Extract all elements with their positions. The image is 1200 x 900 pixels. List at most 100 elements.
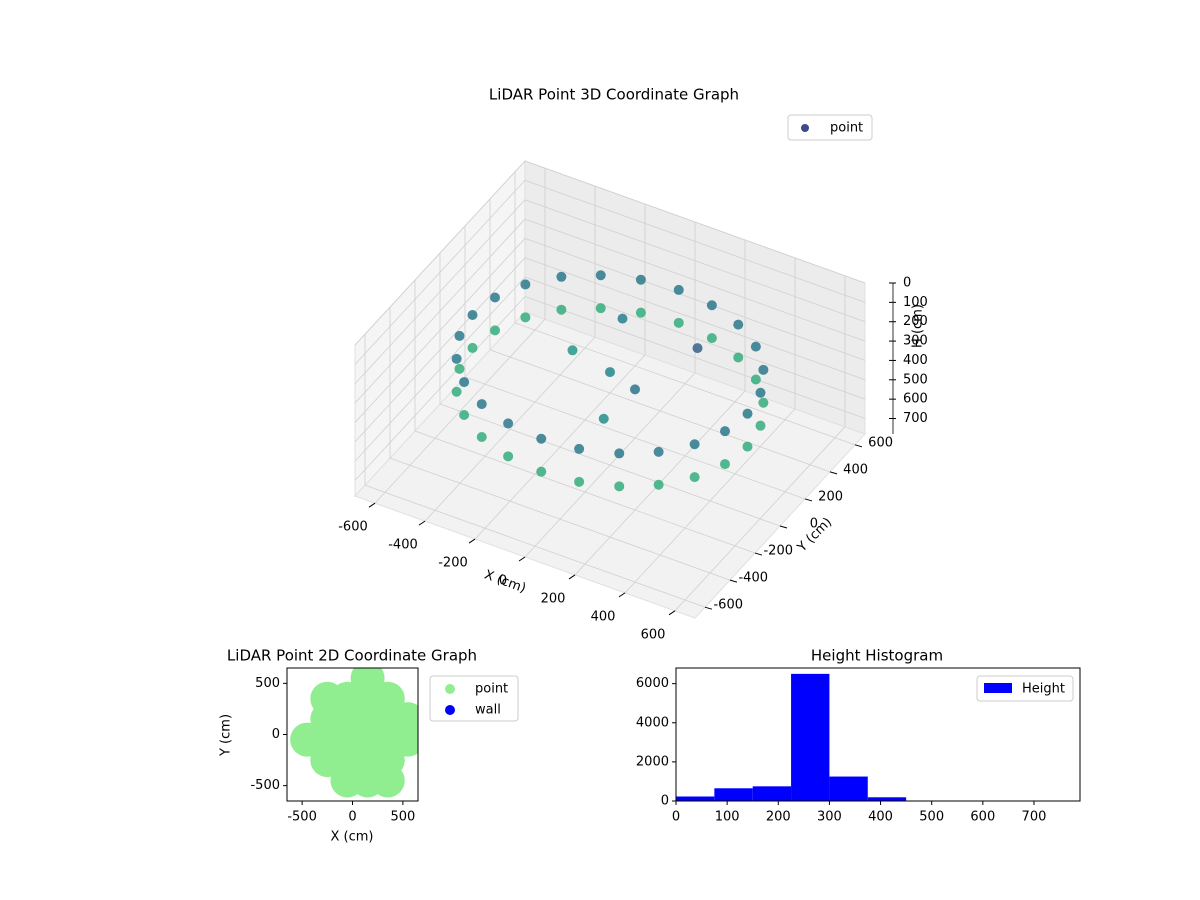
bar	[752, 786, 792, 801]
x-tick-label: 100	[715, 810, 740, 825]
grid-line	[524, 179, 866, 303]
point	[520, 279, 531, 290]
x-tick-label: 0	[499, 574, 507, 589]
point	[706, 333, 717, 344]
legend-box	[429, 675, 519, 722]
point	[742, 441, 753, 452]
y-tick	[729, 579, 738, 583]
point	[390, 702, 418, 737]
y-tick-label: -500	[250, 778, 280, 793]
bar	[829, 776, 868, 801]
point	[635, 307, 646, 318]
x-tick	[468, 538, 476, 544]
x-tick	[368, 502, 376, 508]
y-axis-label: Y (cm)	[219, 714, 234, 757]
grid-line	[414, 430, 756, 554]
point	[476, 399, 487, 410]
legend-box	[787, 114, 873, 141]
point	[503, 451, 514, 462]
chart-title: LiDAR Point 3D Coordinate Graph	[489, 86, 739, 104]
point	[574, 476, 585, 487]
x-tick	[668, 610, 676, 616]
grid-line	[439, 403, 781, 527]
y-tick-label: 0	[272, 727, 280, 742]
point	[630, 384, 640, 395]
x-axis-label: X (cm)	[331, 830, 374, 845]
point	[614, 448, 625, 459]
point	[476, 431, 487, 442]
point	[755, 420, 766, 431]
x-tick-label: -500	[287, 810, 317, 825]
x-tick-label: 200	[766, 810, 791, 825]
point	[733, 319, 744, 330]
legend-marker	[445, 705, 455, 715]
z-axis-label: H (cm)	[911, 304, 926, 348]
chart-title: Height Histogram	[811, 647, 943, 665]
x-tick-label: 600	[641, 627, 666, 642]
point	[467, 342, 478, 353]
point	[733, 352, 744, 363]
x-tick	[418, 520, 426, 526]
point	[490, 292, 500, 303]
y-tick-label: 0	[810, 517, 818, 532]
point	[536, 466, 547, 477]
z-tick-label: 600	[903, 392, 928, 407]
y-tick-label: 400	[843, 462, 868, 477]
legend-box	[976, 675, 1074, 702]
y-tick	[804, 498, 813, 502]
y-tick-label: -600	[713, 598, 743, 613]
point	[574, 443, 585, 454]
grid-line	[354, 160, 526, 346]
x-tick-label: 0	[672, 810, 680, 825]
point	[556, 304, 567, 315]
point	[556, 271, 567, 282]
point	[451, 386, 462, 397]
point	[755, 387, 766, 398]
axes-frame	[675, 667, 1081, 802]
point	[567, 345, 578, 356]
y-tick	[829, 471, 838, 475]
point	[595, 270, 606, 281]
grid-line	[514, 322, 856, 446]
grid-line	[524, 257, 866, 381]
x-tick-label: 300	[817, 810, 842, 825]
chart-title: LiDAR Point 2D Coordinate Graph	[227, 647, 477, 665]
grid-line	[524, 296, 866, 419]
bar	[867, 797, 907, 801]
point	[459, 409, 470, 420]
plot-area	[290, 668, 418, 798]
x-tick	[518, 556, 526, 562]
x-tick-label: 400	[591, 609, 616, 624]
x-tick-label: 600	[970, 810, 995, 825]
grid-line	[354, 199, 526, 384]
bar	[714, 788, 753, 801]
z-tick-label: 100	[903, 295, 928, 310]
grid-line	[524, 160, 866, 284]
y-tick	[704, 606, 713, 610]
y-tick-label: 4000	[636, 715, 669, 730]
x-tick-label: -200	[438, 556, 468, 571]
point	[758, 397, 769, 408]
point	[467, 309, 478, 320]
x-tick-label: 400	[868, 810, 893, 825]
point	[750, 374, 761, 385]
point	[454, 330, 465, 341]
point	[459, 377, 470, 388]
y-tick	[854, 444, 863, 448]
x-tick-label: 0	[348, 810, 356, 825]
y-tick-label: -400	[738, 571, 768, 586]
point	[490, 325, 500, 336]
legend-marker	[445, 684, 455, 694]
point	[673, 284, 684, 295]
x-tick-label: 200	[541, 591, 566, 606]
z-tick-label: 700	[903, 411, 928, 426]
grid-line	[524, 238, 866, 361]
grid-line	[524, 276, 866, 400]
point	[706, 300, 717, 311]
point	[750, 341, 761, 352]
point	[617, 313, 628, 324]
x-tick-label: -400	[388, 538, 418, 553]
point	[635, 274, 646, 285]
point	[503, 418, 514, 429]
point	[614, 481, 625, 492]
